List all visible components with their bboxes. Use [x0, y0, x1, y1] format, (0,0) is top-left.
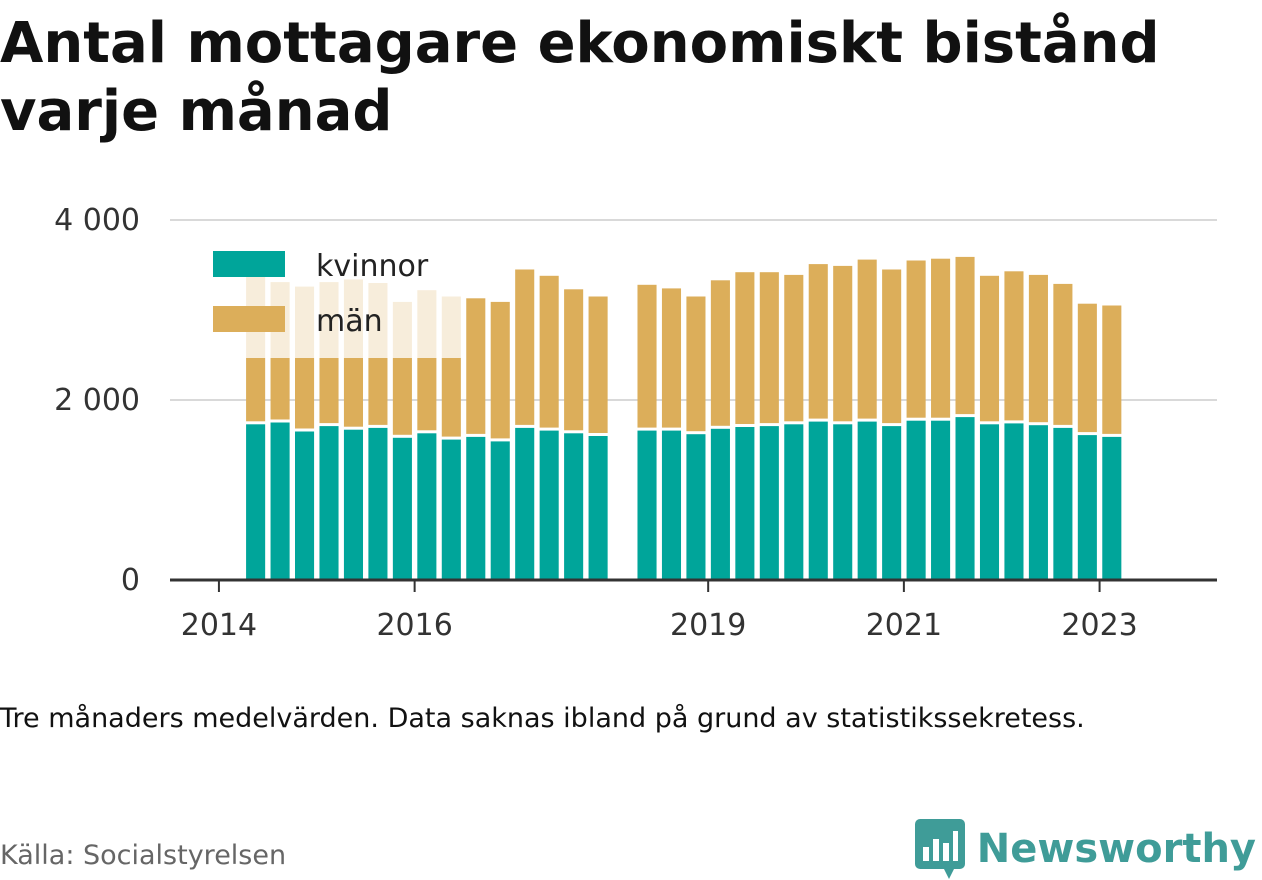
- bar-kvinnor: [368, 427, 388, 580]
- bar-kvinnor: [588, 436, 608, 580]
- bar-man: [661, 288, 682, 428]
- bar-kvinnor: [955, 417, 975, 580]
- bar-man: [466, 298, 486, 434]
- bar-kvinnor: [637, 430, 657, 580]
- bar-kvinnor: [1004, 423, 1024, 580]
- bar-man: [833, 265, 853, 422]
- x-tick-label: 2021: [866, 608, 942, 643]
- x-tick-label: 2023: [1061, 608, 1137, 643]
- bar-kvinnor: [833, 424, 853, 580]
- bar-man: [906, 260, 926, 418]
- legend-swatch-man: [213, 306, 285, 332]
- legend-swatch-kvinnor: [213, 251, 285, 277]
- bar-man: [759, 272, 779, 424]
- x-tick-label: 2019: [670, 608, 746, 643]
- y-tick-label: 4 000: [54, 203, 140, 238]
- bar-kvinnor: [539, 430, 559, 580]
- bar-kvinnor: [759, 426, 779, 580]
- legend-label-kvinnor: kvinnor: [316, 249, 429, 284]
- bar-kvinnor: [1077, 435, 1097, 580]
- bar-kvinnor: [319, 426, 339, 580]
- bar-man: [539, 275, 559, 428]
- bar-kvinnor: [857, 421, 877, 580]
- y-tick-label: 0: [121, 563, 140, 598]
- bar-kvinnor: [931, 420, 951, 580]
- bar-kvinnor: [661, 430, 682, 580]
- bar-man: [515, 269, 535, 425]
- brand-logo[interactable]: Newsworthy: [914, 818, 1256, 880]
- chart-title: Antal mottagare ekonomiskt bistånd varje…: [0, 11, 1160, 144]
- bar-kvinnor: [490, 441, 510, 580]
- bar-man: [735, 272, 755, 424]
- bar-man: [686, 296, 706, 432]
- bar-kvinnor: [808, 421, 828, 580]
- bar-kvinnor: [1028, 425, 1048, 580]
- bar-kvinnor: [686, 434, 706, 580]
- bar-man: [490, 301, 510, 439]
- brand-name: Newsworthy: [976, 826, 1256, 872]
- bar-kvinnor: [392, 437, 412, 580]
- bar-man: [931, 258, 951, 418]
- bar-kvinnor: [246, 424, 266, 580]
- chart-note: Tre månaders medelvärden. Data saknas ib…: [0, 703, 1085, 734]
- y-tick-label: 2 000: [54, 383, 140, 418]
- bar-kvinnor: [882, 426, 902, 580]
- bar-kvinnor: [1102, 436, 1122, 580]
- x-tick-label: 2014: [181, 608, 257, 643]
- bar-kvinnor: [343, 429, 364, 580]
- bar-man: [588, 296, 608, 433]
- bar-kvinnor: [784, 424, 804, 580]
- bar-man: [1077, 303, 1097, 433]
- bar-man: [1102, 305, 1122, 434]
- bar-kvinnor: [417, 433, 437, 580]
- bar-man: [955, 256, 975, 415]
- stacked-bar-chart: 0 2 000 4 000 2014 2016 2019 2021 2023 kvinnor mä…: [54, 203, 1217, 643]
- bar-kvinnor: [979, 424, 1000, 580]
- bar-man: [1004, 271, 1024, 421]
- bar-man: [857, 259, 877, 419]
- bar-man: [784, 274, 804, 422]
- bar-kvinnor: [295, 431, 315, 580]
- bar-chart-speech-bubble-icon: [914, 819, 965, 879]
- bar-man: [979, 275, 1000, 422]
- bar-man: [1028, 274, 1048, 423]
- bar-kvinnor: [564, 433, 584, 580]
- legend-label-man: män: [316, 304, 383, 339]
- bar-kvinnor: [735, 427, 755, 580]
- bar-man: [808, 264, 828, 419]
- source-text: Källa: Socialstyrelsen: [0, 840, 287, 871]
- bar-man: [1053, 283, 1073, 425]
- bar-kvinnor: [906, 420, 926, 580]
- bar-man: [882, 269, 902, 424]
- bar-kvinnor: [441, 439, 461, 580]
- bar-kvinnor: [270, 422, 290, 580]
- bar-kvinnor: [1053, 427, 1073, 580]
- bar-kvinnor: [515, 427, 535, 580]
- bar-man: [710, 280, 730, 426]
- x-tick-label: 2016: [376, 608, 452, 643]
- bar-kvinnor: [710, 428, 730, 580]
- bar-kvinnor: [466, 436, 486, 580]
- bar-man: [564, 289, 584, 431]
- bar-man: [637, 284, 657, 428]
